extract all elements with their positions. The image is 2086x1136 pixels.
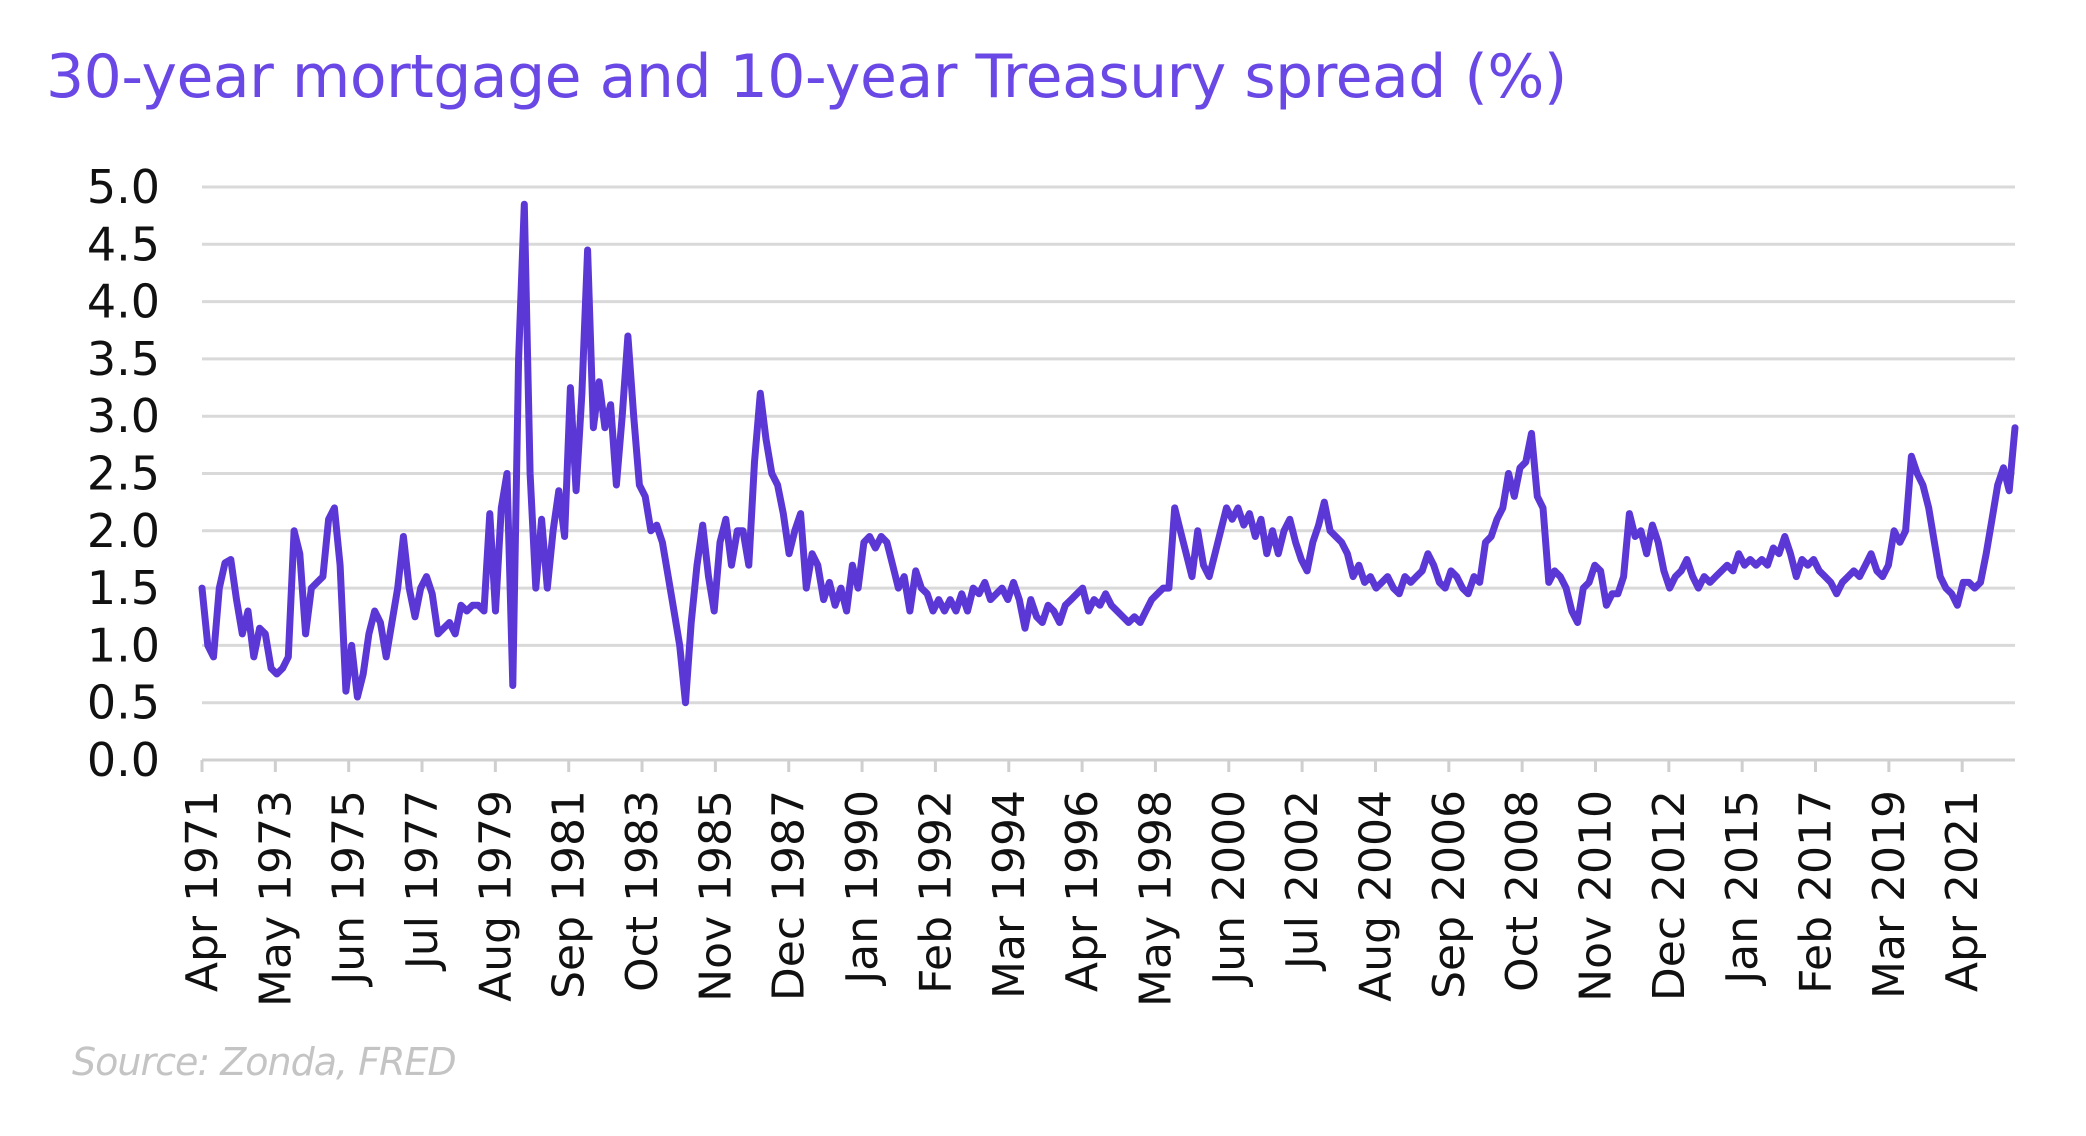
x-tick-label: Jul 2002: [1277, 790, 1328, 972]
x-tick-label: May 1973: [250, 790, 301, 1007]
x-tick-label: Feb 1992: [910, 790, 961, 994]
x-tick-label: Aug 2004: [1350, 790, 1401, 1002]
x-tick-label: Jun 2000: [1204, 790, 1255, 988]
y-tick-label: 5.0: [87, 160, 160, 214]
y-tick-label: 4.0: [87, 275, 160, 329]
y-tick-label: 0.0: [87, 733, 160, 787]
source-note: Source: Zonda, FRED: [72, 1040, 457, 1084]
x-tick-label: Jan 2015: [1717, 790, 1768, 987]
x-tick-label: Oct 1983: [617, 790, 668, 992]
y-tick-label: 2.5: [87, 447, 160, 501]
x-tick-label: Dec 1987: [764, 790, 815, 1001]
y-tick-label: 1.0: [87, 618, 160, 672]
x-tick-label: Jan 1990: [837, 790, 888, 987]
x-tick-label: Apr 2021: [1937, 790, 1988, 992]
x-tick-label: Jul 1977: [397, 790, 448, 972]
x-tick-label: Mar 1994: [984, 790, 1035, 999]
x-tick-label: Apr 1971: [177, 790, 228, 992]
y-tick-label: 1.5: [87, 561, 160, 615]
x-tick-label: Mar 2019: [1864, 790, 1915, 999]
x-tick-label: Apr 1996: [1057, 790, 1108, 992]
x-tick-label: Dec 2012: [1644, 790, 1695, 1001]
x-tick-label: Sep 2006: [1424, 790, 1475, 999]
x-tick-label: Jun 1975: [324, 790, 375, 988]
x-tick-label: May 1998: [1130, 790, 1181, 1007]
y-tick-label: 2.0: [87, 504, 160, 558]
y-tick-label: 0.5: [87, 676, 160, 730]
y-tick-label: 3.0: [87, 389, 160, 443]
x-tick-label: Nov 2010: [1570, 790, 1621, 1002]
x-tick-label: Feb 2017: [1791, 790, 1842, 994]
y-tick-label: 3.5: [87, 332, 160, 386]
x-tick-label: Nov 1985: [690, 790, 741, 1002]
x-tick-label: Oct 2008: [1497, 790, 1548, 992]
x-tick-label: Aug 1979: [470, 790, 521, 1002]
spread-series-line: [198, 200, 2019, 707]
y-tick-label: 4.5: [87, 217, 160, 271]
x-tick-label: Sep 1981: [544, 790, 595, 999]
chart-title: 30-year mortgage and 10-year Treasury sp…: [46, 42, 1567, 112]
